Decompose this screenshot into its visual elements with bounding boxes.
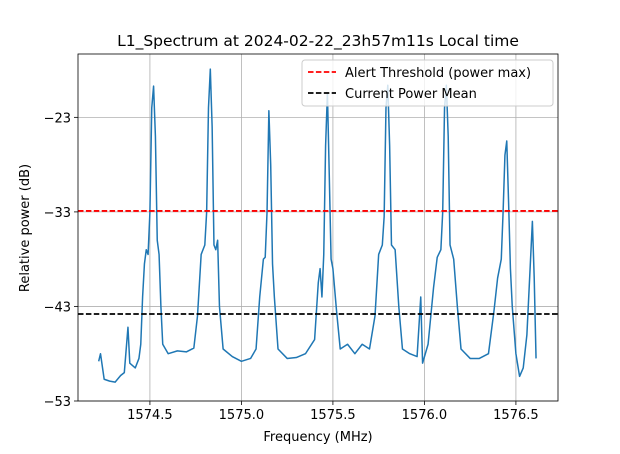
- legend-label: Alert Threshold (power max): [345, 66, 531, 81]
- y-tick-label: −33: [44, 206, 71, 221]
- y-tick-label: −23: [44, 111, 71, 126]
- data-line: [97, 68, 537, 383]
- chart-title: L1_Spectrum at 2024-02-22_23h57m11s Loca…: [117, 32, 519, 51]
- x-axis-label: Frequency (MHz): [263, 430, 372, 445]
- plot-frame: [77, 53, 559, 402]
- legend-label: Current Power Mean: [345, 87, 477, 102]
- y-axis-label: Relative power (dB): [18, 164, 33, 292]
- y-tick-label: −43: [44, 300, 71, 315]
- x-tick-label: 1576.5: [493, 408, 539, 423]
- x-tick-label: 1574.5: [127, 408, 173, 423]
- y-tick-label: −53: [44, 395, 71, 410]
- legend-box: [301, 59, 554, 107]
- x-tick-label: 1575.5: [310, 408, 356, 423]
- x-tick-label: 1576.0: [402, 408, 448, 423]
- x-tick-label: 1575.0: [219, 408, 265, 423]
